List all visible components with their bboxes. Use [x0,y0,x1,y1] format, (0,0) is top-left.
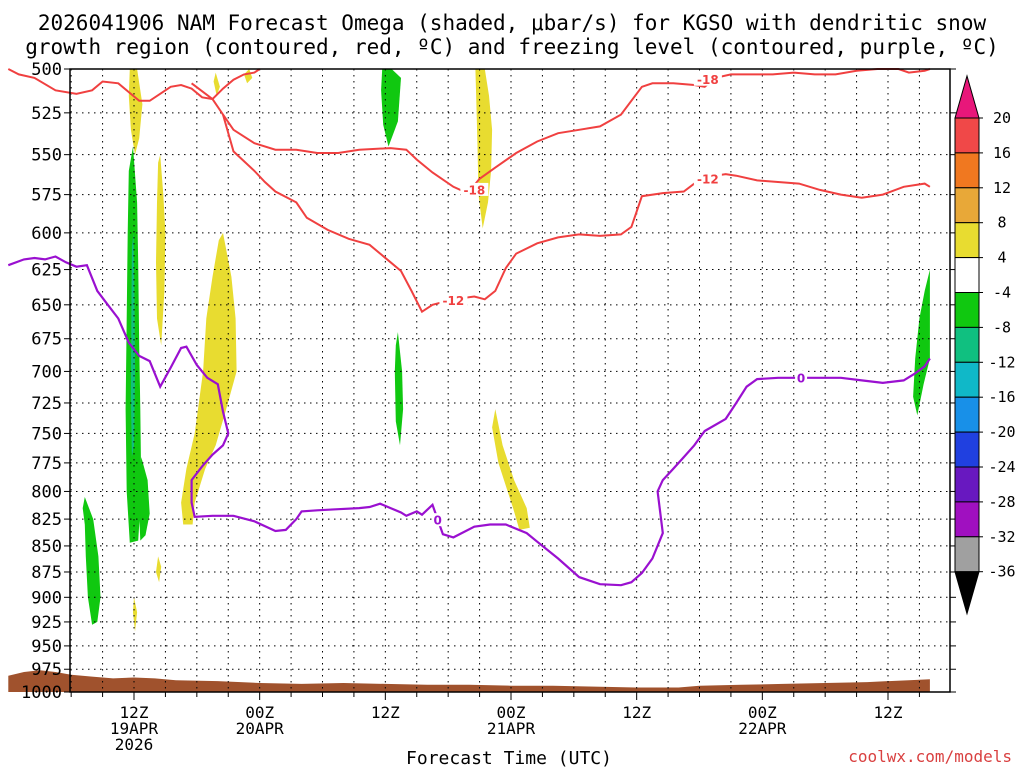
colorbar-bin [954,222,980,259]
colorbar-label: -24 [988,458,1015,476]
colorbar-bin [954,466,980,503]
x-tick-label: 00Z [748,703,777,722]
colorbar-bin [954,536,980,573]
x-axis-title: Forecast Time (UTC) [406,748,612,768]
colorbar-bin [954,152,980,189]
colorbar-bin [954,257,980,294]
omega-shade-green-right-edge [913,269,930,416]
colorbar-cap-bottom [954,571,980,616]
contour-label-1: -18 [464,183,486,197]
contour-label-bg [795,370,808,384]
plot-frame [69,68,951,693]
contour-label-bg [460,182,489,196]
x-tick-label: 12Z [874,703,903,722]
x-tick-label: 12Z [120,703,149,722]
y-tick-label: 725 [31,394,62,414]
colorbar-label: -4 [993,284,1011,302]
colorbar-label: -8 [993,318,1011,336]
y-tick-label: 575 [31,186,62,206]
chart-title-line-2: growth region (contoured, red, ºC) and f… [25,35,999,59]
omega-shade-green-left [82,497,101,625]
colorbar-label: -20 [988,423,1015,441]
contour-freezing-0 [7,255,931,587]
credit-text: coolwx.com/models [848,747,1012,766]
y-tick-label: 775 [31,454,62,474]
y-tick-label: 675 [31,330,62,350]
contour-label-4: 0 [434,514,442,528]
x-tick-label: 00Z [245,703,274,722]
plot-area: -18 -18 -12 -12 0 0 500 525 550 575 600 625 650 675 70… [7,60,956,754]
omega-shade-yellow-small-2 [133,597,138,632]
y-tick-label: 825 [31,510,62,530]
colorbar-bin [954,396,980,433]
colorbar-bin [954,187,980,224]
y-tick-label: 950 [31,637,62,657]
y-tick-label: 975 [31,660,62,680]
colorbar-bin [954,292,980,328]
colorbar-label: -12 [988,353,1015,371]
x-tick-label: 22APR [738,719,787,738]
y-tick-label: 500 [31,60,62,80]
y-tick-label: 750 [31,424,62,444]
colorbar-label: 4 [997,249,1006,267]
y-tick-label: 1000 [21,683,62,703]
x-tick-label: 19APR [110,719,159,738]
omega-shade-green-mid [394,332,404,446]
y-tick-label: 550 [31,146,62,166]
colorbar-label: 20 [993,109,1011,127]
y-tick-label: 850 [31,537,62,557]
x-tick-label: 00Z [497,703,526,722]
colorbar-label: -32 [988,528,1015,546]
contour-temp-m12 [222,114,931,314]
x-tick-label: 12Z [371,703,400,722]
y-tick-label: 925 [31,613,62,633]
y-tick-label: 875 [31,563,62,583]
omega-shade-yellow-mid-right [492,409,530,530]
contour-label-bg [693,72,722,86]
contour-label-2: -12 [443,294,465,308]
contour-temp-m18-lower [190,68,931,193]
colorbar-cap-top [954,74,980,119]
y-tick-label: 650 [31,296,62,316]
contour-label-bg [693,171,722,185]
colorbar-label: -36 [988,563,1015,581]
x-tick-label: 12Z [622,703,651,722]
x-tick-label: 20APR [236,719,285,738]
colorbar: 20 16 12 8 4 -4 -8 -12 -16 -20 -24 -28 -32 -36 [954,74,1016,616]
colorbar-bin [954,431,980,468]
y-tick-label: 525 [31,104,62,124]
y-tick-label: 800 [31,482,62,502]
contour-label-0: -18 [697,73,719,87]
y-tick-label: 700 [31,362,62,382]
colorbar-label: 16 [993,144,1011,162]
x-tick-label: 2026 [115,735,154,754]
omega-shade-green-top-1 [381,69,401,147]
colorbar-label: 12 [993,179,1011,197]
contour-temp-m18-upper [7,68,261,102]
colorbar-bin [954,326,980,363]
y-tick-label: 600 [31,224,62,244]
omega-shade-yellow-small-1 [156,556,162,583]
contour-label-bg [431,513,444,527]
y-tick-label: 625 [31,261,62,281]
y-tick-label: 900 [31,588,62,608]
colorbar-bin [954,117,980,154]
contour-label-3: -12 [697,172,719,186]
colorbar-bin [954,361,980,398]
chart-title-line-1: 2026041906 NAM Forecast Omega (shaded, μ… [38,11,987,35]
colorbar-label: 8 [997,214,1006,232]
omega-shade-yellow-top-3 [213,72,220,96]
terrain-fill [8,670,930,692]
contour-label-5: 0 [797,371,805,385]
colorbar-bin [954,501,980,538]
colorbar-label: -28 [988,493,1015,511]
contour-label-bg [439,293,468,307]
omega-shade-yellow-stripe-1 [156,154,166,346]
omega-shade-teal-stripe-main [130,232,135,458]
omega-shade-green-lower-2 [138,457,150,541]
omega-shade-yellow-top-1 [128,69,143,155]
x-tick-label: 21APR [487,719,536,738]
colorbar-label: -16 [988,388,1015,406]
